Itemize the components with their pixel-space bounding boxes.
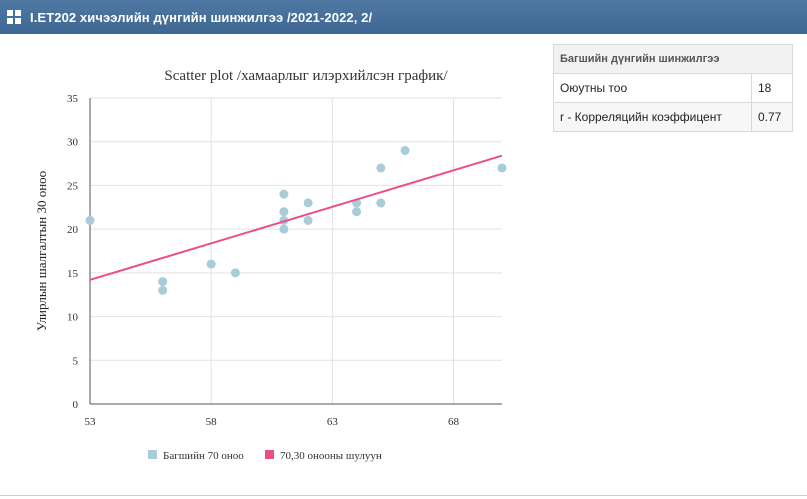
- scatter-point: [279, 189, 289, 199]
- scatter-point: [206, 259, 216, 269]
- legend-swatch-line: [265, 450, 274, 459]
- y-axis-label: Улирлын шалгалтын 30 оноо: [34, 171, 49, 331]
- x-tick-label: 58: [206, 416, 218, 428]
- scatter-point: [158, 277, 168, 287]
- y-tick-label: 35: [67, 93, 79, 105]
- regression-line: [89, 154, 503, 281]
- scatter-point: [400, 145, 410, 155]
- scatter-point: [158, 285, 168, 295]
- scatter-point: [352, 207, 362, 217]
- stats-label-student-count: Оюутны тоо: [553, 73, 752, 103]
- scatter-point: [279, 207, 289, 217]
- legend-label: 70,30 онооны шулуун: [280, 450, 382, 462]
- scatter-chart: Scatter plot /хамаарлыг илэрхийлсэн граф…: [0, 60, 520, 480]
- scatter-point: [376, 163, 386, 173]
- y-tick-label: 20: [67, 224, 79, 236]
- stats-table-heading: Багшийн дүнгийн шинжилгээ: [553, 44, 793, 74]
- stats-value-correlation: 0.77: [751, 102, 793, 132]
- stats-value-student-count: 18: [751, 73, 793, 103]
- x-tick-label: 63: [327, 416, 339, 428]
- y-tick-label: 25: [67, 180, 79, 192]
- x-tick-label: 68: [448, 416, 460, 428]
- x-tick-label: 53: [85, 416, 97, 428]
- grid-menu-icon[interactable]: [7, 10, 21, 24]
- y-tick-label: 15: [67, 268, 79, 280]
- legend-swatch-scatter: [148, 450, 157, 459]
- scatter-point: [303, 198, 313, 208]
- chart-title: Scatter plot /хамаарлыг илэрхийлсэн граф…: [164, 68, 448, 84]
- scatter-point: [303, 215, 313, 225]
- y-tick-label: 5: [73, 355, 79, 367]
- table-row: r - Корреляцийн коэффицент 0.77: [553, 102, 793, 132]
- scatter-point: [230, 268, 240, 278]
- stats-table: Багшийн дүнгийн шинжилгээ Оюутны тоо 18 …: [553, 44, 793, 132]
- legend-label: Багшийн 70 оноо: [163, 450, 244, 462]
- page-title: I.ET202 хичээлийн дүнгийн шинжилгээ /202…: [30, 9, 373, 25]
- y-tick-label: 0: [73, 399, 79, 411]
- y-tick-label: 10: [67, 312, 79, 324]
- chart-svg: Scatter plot /хамаарлыг илэрхийлсэн граф…: [34, 68, 507, 462]
- header-bar: I.ET202 хичээлийн дүнгийн шинжилгээ /202…: [0, 0, 807, 34]
- scatter-point: [85, 215, 95, 225]
- table-row: Оюутны тоо 18: [553, 73, 793, 103]
- footer-divider: [0, 495, 807, 496]
- scatter-point: [497, 163, 507, 173]
- scatter-point: [279, 224, 289, 234]
- stats-label-correlation: r - Корреляцийн коэффицент: [553, 102, 752, 132]
- scatter-point: [376, 198, 386, 208]
- y-tick-label: 30: [67, 137, 79, 149]
